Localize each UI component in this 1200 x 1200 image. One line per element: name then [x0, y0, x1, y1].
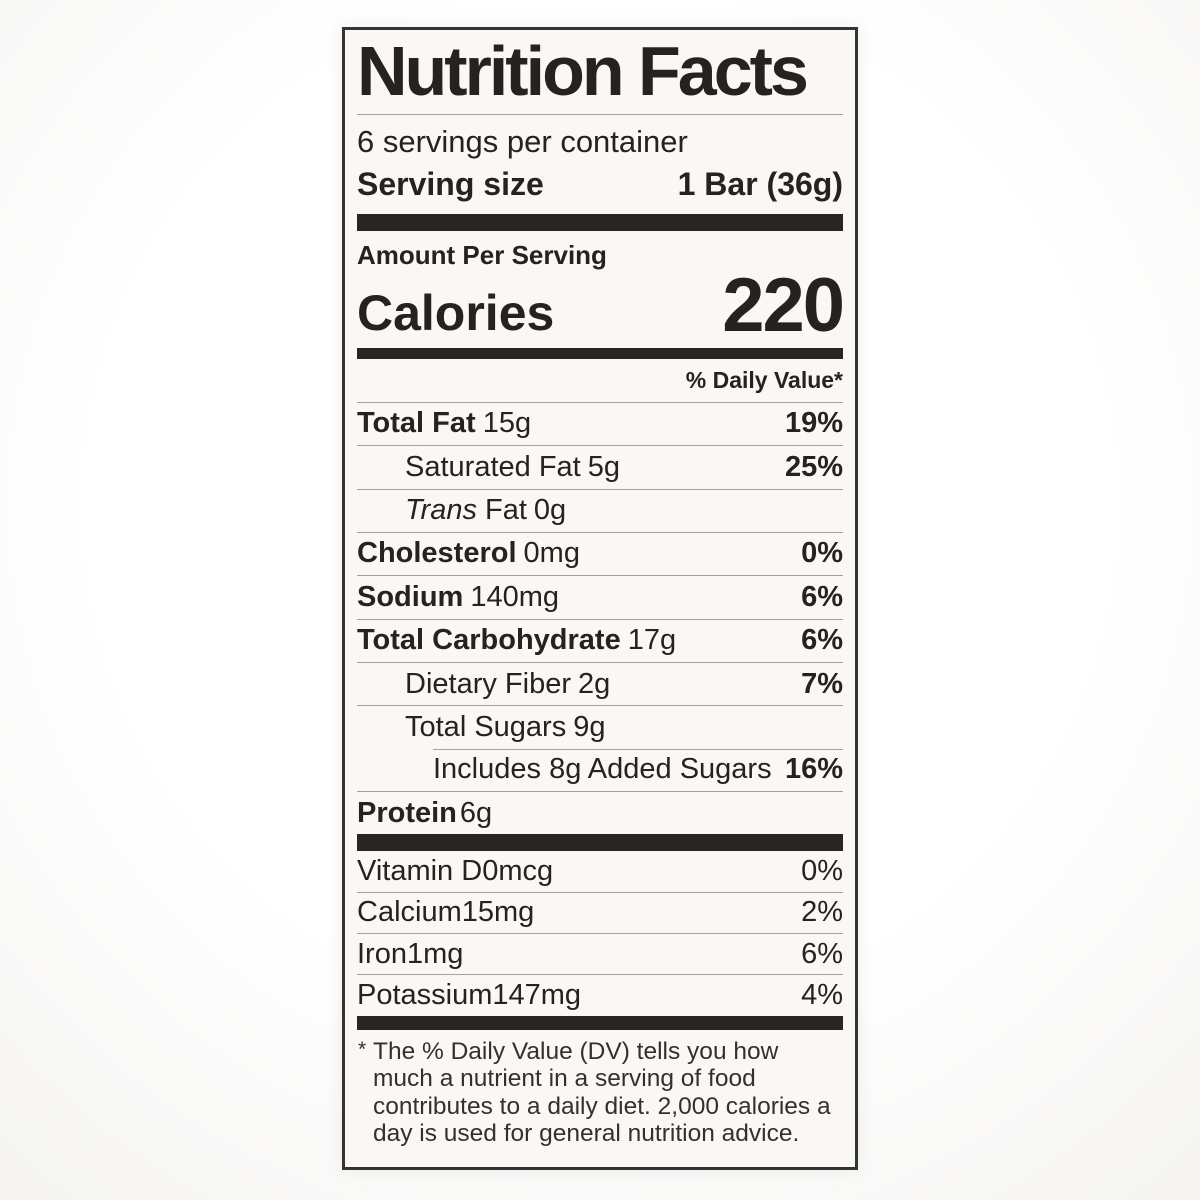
medium-separator-bar: [357, 1015, 843, 1030]
nutrient-name: Fat: [484, 494, 527, 527]
thick-separator-bar: [357, 834, 843, 852]
nutrient-row-added-sugars: Includes 8g Added Sugars 16%: [357, 748, 843, 791]
calories-row: Calories 220: [357, 262, 845, 348]
nutrient-name: Total Fat: [357, 407, 476, 440]
daily-value-header: % Daily Value*: [685, 366, 843, 393]
nutrient-amount: 2g: [578, 667, 611, 700]
micronutrient-row-calcium: Calcium15mg 2%: [357, 891, 843, 933]
nutrient-amount: 0g: [533, 494, 567, 527]
serving-size-row: Serving size 1 Bar (36g): [357, 163, 843, 214]
nutrient-row-sodium: Sodium 140mg 6%: [357, 575, 843, 618]
nutrient-daily-value: 0%: [801, 537, 843, 570]
micronutrient-row-potassium: Potassium147mg 4%: [357, 974, 843, 1015]
nutrient-amount: 140mg: [470, 580, 560, 613]
micronutrient-daily-value: 2%: [801, 896, 843, 929]
micronutrient-daily-value: 0%: [801, 854, 843, 887]
nutrient-row-cholesterol: Cholesterol 0mg 0%: [357, 531, 843, 575]
nutrient-amount: 15g: [482, 407, 532, 440]
micronutrient-amount: 15mg: [461, 896, 535, 929]
nutrient-amount: 0mg: [523, 537, 580, 570]
nutrient-daily-value: 16%: [784, 753, 843, 786]
micronutrient-name: Potassium: [357, 978, 493, 1011]
nutrient-name: Total Sugars: [405, 710, 567, 743]
serving-size-value: 1 Bar (36g): [677, 165, 843, 202]
amount-per-serving-label: Amount Per Serving: [357, 239, 607, 270]
calories-label: Calories: [357, 284, 555, 341]
nutrient-row-total-sugars: Total Sugars 9g: [357, 705, 843, 748]
nutrient-daily-value: 25%: [784, 450, 843, 483]
micronutrient-name: Calcium: [357, 896, 462, 929]
micronutrient-row-vitamin-d: Vitamin D0mcg 0%: [357, 851, 843, 891]
nutrient-daily-value: 6%: [801, 580, 843, 613]
nutrient-daily-value: 6%: [801, 624, 843, 657]
micronutrient-name: Vitamin D: [357, 854, 483, 887]
footnote-asterisk: *: [358, 1037, 367, 1061]
nutrition-facts-label: Nutrition Facts 6 servings per container…: [342, 27, 858, 1170]
micronutrient-amount: 1mg: [406, 937, 464, 970]
nutrient-name: Total Carbohydrate: [357, 624, 621, 657]
nutrient-name: Protein: [357, 796, 457, 829]
micronutrient-name: Iron: [357, 937, 407, 970]
micronutrient-amount: 147mg: [492, 978, 582, 1011]
nutrient-row-saturated-fat: Saturated Fat 5g 25%: [357, 445, 843, 488]
micronutrient-daily-value: 6%: [801, 937, 843, 970]
nutrient-row-dietary-fiber: Dietary Fiber 2g 7%: [357, 662, 843, 705]
nutrient-amount: 6g: [459, 796, 493, 829]
servings-per-container: 6 servings per container: [357, 123, 688, 159]
micronutrient-amount: 0mcg: [482, 854, 554, 887]
nutrient-name: Saturated Fat: [405, 450, 581, 483]
nutrient-daily-value: 19%: [784, 407, 843, 440]
medium-separator-bar: [357, 347, 843, 359]
micronutrient-row-iron: Iron1mg 6%: [357, 933, 843, 974]
nutrient-name-italic: Trans: [405, 494, 477, 527]
nutrient-row-protein: Protein 6g: [357, 791, 843, 834]
nutrient-daily-value: 7%: [801, 667, 843, 700]
label-title: Nutrition Facts: [357, 32, 809, 110]
nutrient-row-total-carbohydrate: Total Carbohydrate 17g 6%: [357, 618, 843, 662]
nutrient-amount: 5g: [587, 450, 620, 483]
serving-size-label: Serving size: [357, 165, 544, 202]
nutrient-name: Dietary Fiber: [405, 667, 571, 700]
micronutrient-daily-value: 4%: [801, 978, 843, 1011]
daily-value-footnote: * The % Daily Value (DV) tells you how m…: [357, 1030, 843, 1148]
nutrient-row-trans-fat: Trans Fat 0g: [357, 488, 843, 532]
calories-value: 220: [722, 262, 845, 348]
thick-separator-bar: [357, 213, 843, 231]
nutrient-row-total-fat: Total Fat 15g 19%: [357, 401, 843, 445]
nutrient-amount: 17g: [627, 624, 677, 657]
nutrient-amount: 9g: [573, 710, 606, 743]
nutrient-name: Sodium: [357, 580, 464, 613]
nutrient-name: Includes 8g Added Sugars: [433, 753, 772, 786]
divider-under-title: [357, 113, 843, 115]
footnote-text: The % Daily Value (DV) tells you how muc…: [373, 1037, 831, 1148]
nutrient-name: Cholesterol: [357, 537, 517, 570]
